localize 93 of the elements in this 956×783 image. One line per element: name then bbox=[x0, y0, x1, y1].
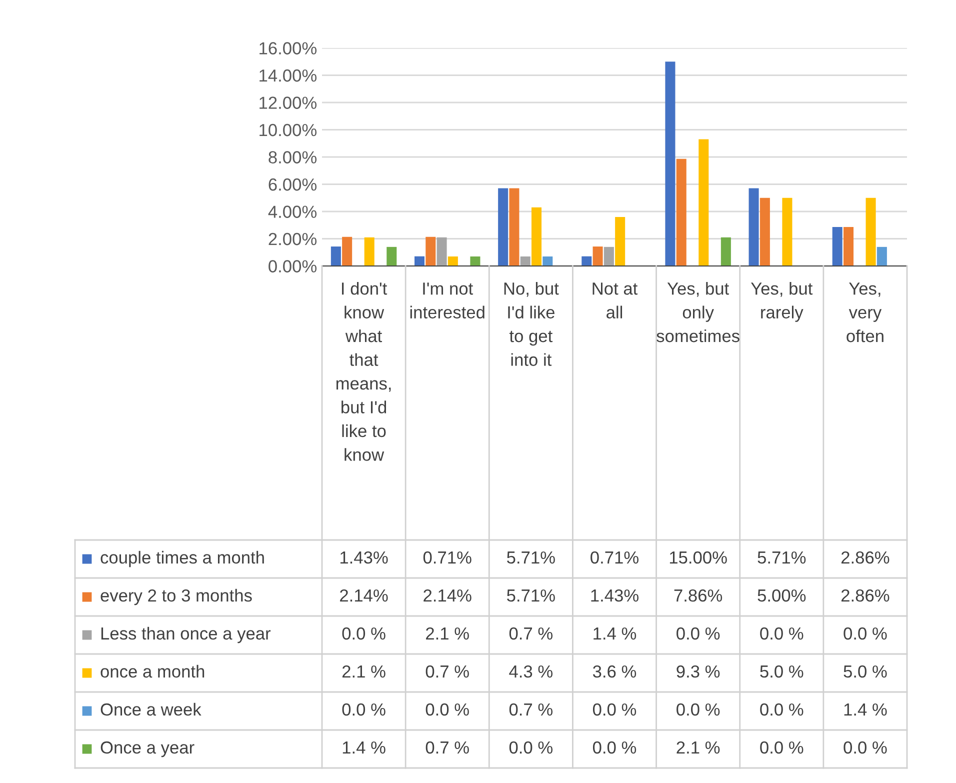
bar bbox=[509, 188, 520, 266]
bar bbox=[698, 139, 709, 266]
bar bbox=[330, 246, 341, 266]
y-tick-label: 12.00% bbox=[260, 96, 317, 109]
data-label: 0.7 % bbox=[509, 703, 553, 716]
data-label: 4.3 % bbox=[509, 665, 553, 678]
bar bbox=[448, 256, 458, 266]
y-tick-label: 2.00% bbox=[268, 232, 317, 246]
data-label: 2.14% bbox=[424, 589, 472, 602]
bar bbox=[531, 207, 542, 266]
data-label: 2.1 % bbox=[342, 665, 386, 678]
legend-label: every 2 to 3 months bbox=[100, 588, 252, 606]
data-label: 2.86% bbox=[841, 551, 890, 564]
data-label: 2.14% bbox=[340, 589, 388, 602]
x-tick-label: I'm not interested bbox=[410, 282, 484, 318]
data-label: 0.7 % bbox=[509, 627, 553, 640]
bar bbox=[615, 216, 626, 266]
bar bbox=[386, 246, 397, 266]
bar bbox=[582, 256, 592, 266]
data-label: 9.3 % bbox=[676, 665, 720, 678]
data-label: 1.43% bbox=[340, 551, 388, 564]
data-label: 0.0 % bbox=[844, 741, 887, 754]
bar bbox=[866, 198, 876, 266]
data-label: 0.0 % bbox=[760, 741, 804, 754]
data-label: 5.71% bbox=[507, 551, 555, 564]
data-label: 2.1 % bbox=[676, 741, 720, 754]
bar bbox=[542, 256, 553, 266]
legend-label: Once a week bbox=[100, 702, 202, 716]
legend-label: Less than once a year bbox=[101, 626, 271, 644]
data-label: 0.0 % bbox=[342, 627, 386, 640]
data-label: 0.0 % bbox=[509, 741, 553, 754]
data-label: 0.0 % bbox=[676, 703, 720, 716]
bar bbox=[843, 227, 854, 266]
y-tick-label: 14.00% bbox=[260, 69, 317, 82]
legend-label: once a month bbox=[100, 664, 204, 678]
bar bbox=[760, 198, 770, 266]
bar bbox=[876, 246, 887, 266]
data-label: 1.4 % bbox=[342, 741, 386, 754]
data-label: 2.1 % bbox=[426, 627, 469, 640]
data-label: 7.86% bbox=[674, 589, 722, 602]
data-label: 5.0 % bbox=[760, 665, 804, 678]
bar bbox=[342, 236, 352, 266]
bar bbox=[592, 246, 603, 266]
bar bbox=[720, 237, 731, 266]
legend-label: couple times a month bbox=[100, 550, 264, 568]
y-tick-label: 4.00% bbox=[268, 206, 317, 218]
bar bbox=[748, 188, 759, 266]
data-label: 5.71% bbox=[758, 551, 806, 564]
bar bbox=[604, 246, 614, 266]
legend-label: Once a year bbox=[100, 741, 194, 758]
bar bbox=[426, 236, 436, 266]
y-tick-label: 16.00% bbox=[260, 42, 317, 54]
y-tick-label: 0.00% bbox=[268, 260, 317, 272]
data-label: 0.0 % bbox=[342, 703, 386, 716]
data-label: 1.4 % bbox=[594, 627, 636, 640]
x-tick-label: Yes, but only sometimes bbox=[656, 282, 740, 342]
data-label: 15.00% bbox=[670, 551, 727, 564]
data-label: 0.0 % bbox=[592, 703, 636, 716]
bar bbox=[665, 62, 676, 266]
bar bbox=[436, 237, 447, 266]
data-label: 0.0 % bbox=[592, 741, 636, 754]
data-label: 0.7 % bbox=[426, 665, 469, 678]
data-label: 0.71% bbox=[423, 551, 472, 564]
data-label: 5.0 % bbox=[844, 665, 887, 678]
data-label: 1.4 % bbox=[844, 703, 887, 716]
data-label: 3.6 % bbox=[592, 665, 636, 678]
data-label: 1.43% bbox=[591, 589, 638, 602]
bar bbox=[364, 237, 374, 266]
data-label: 0.0 % bbox=[760, 627, 804, 640]
data-label: 0.71% bbox=[590, 551, 638, 564]
x-tick-label: Yes, but rarely bbox=[750, 282, 813, 322]
x-tick-label: Yes, very often bbox=[846, 282, 884, 342]
bar bbox=[470, 256, 480, 266]
y-tick-label: 6.00% bbox=[268, 178, 317, 191]
data-label: 5.71% bbox=[507, 589, 555, 602]
x-tick-label: No, but I'd like to get into it bbox=[504, 282, 559, 366]
data-label: 0.7 % bbox=[426, 741, 469, 754]
y-tick-label: 8.00% bbox=[268, 151, 317, 164]
bar bbox=[520, 256, 530, 266]
data-label: 0.0 % bbox=[426, 703, 469, 716]
data-label: 2.86% bbox=[841, 589, 890, 602]
data-label: 0.0 % bbox=[760, 703, 804, 716]
bar bbox=[414, 256, 425, 266]
x-tick-label: Not at all bbox=[592, 282, 638, 318]
data-label: 5.00% bbox=[758, 589, 806, 602]
bar bbox=[832, 227, 842, 266]
data-label: 0.0 % bbox=[844, 627, 887, 640]
x-tick-label: I don't know what that means, but I'd like to know bbox=[336, 282, 391, 461]
bar bbox=[498, 188, 508, 266]
bar bbox=[782, 198, 792, 266]
y-tick-label: 10.00% bbox=[260, 124, 317, 136]
data-label: 0.0 % bbox=[676, 627, 720, 640]
bar bbox=[676, 158, 686, 266]
